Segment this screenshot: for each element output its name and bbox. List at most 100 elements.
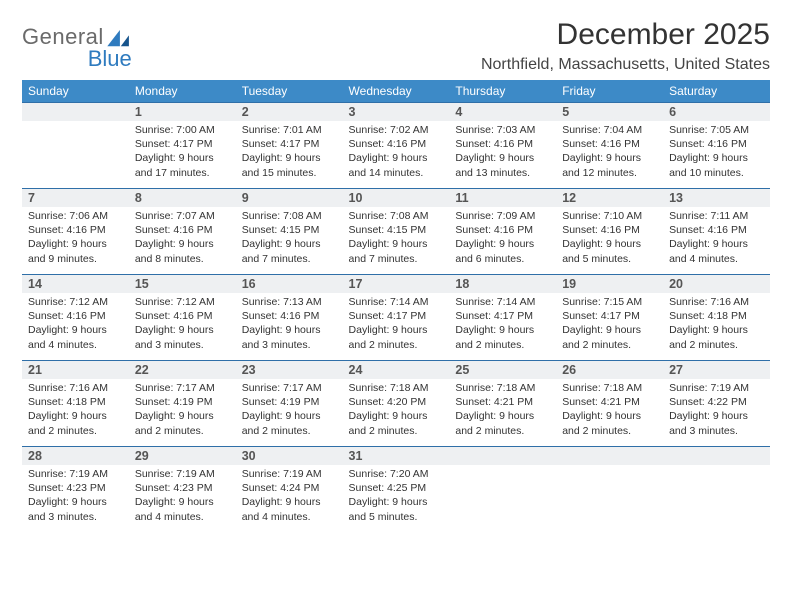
calendar-page: GeneralBlue December 2025 Northfield, Ma… <box>0 0 792 612</box>
location-text: Northfield, Massachusetts, United States <box>481 56 770 74</box>
day-details: Sunrise: 7:11 AMSunset: 4:16 PMDaylight:… <box>663 207 770 270</box>
day-details: Sunrise: 7:07 AMSunset: 4:16 PMDaylight:… <box>129 207 236 270</box>
calendar-day-cell: 12Sunrise: 7:10 AMSunset: 4:16 PMDayligh… <box>556 188 663 274</box>
daylight-text: Daylight: 9 hours and 2 minutes. <box>669 323 764 351</box>
day-number: 10 <box>343 188 450 207</box>
daylight-text: Daylight: 9 hours and 3 minutes. <box>242 323 337 351</box>
calendar-week-row: 14Sunrise: 7:12 AMSunset: 4:16 PMDayligh… <box>22 274 770 360</box>
sunset-text: Sunset: 4:16 PM <box>28 309 123 323</box>
sunrise-text: Sunrise: 7:01 AM <box>242 123 337 137</box>
calendar-day-cell: 24Sunrise: 7:18 AMSunset: 4:20 PMDayligh… <box>343 360 450 446</box>
sunset-text: Sunset: 4:18 PM <box>669 309 764 323</box>
sunset-text: Sunset: 4:17 PM <box>242 137 337 151</box>
sunrise-text: Sunrise: 7:19 AM <box>135 467 230 481</box>
calendar-table: Sunday Monday Tuesday Wednesday Thursday… <box>22 80 770 532</box>
sunset-text: Sunset: 4:16 PM <box>669 223 764 237</box>
calendar-day-cell: 2Sunrise: 7:01 AMSunset: 4:17 PMDaylight… <box>236 102 343 188</box>
sunrise-text: Sunrise: 7:00 AM <box>135 123 230 137</box>
sunset-text: Sunset: 4:18 PM <box>28 395 123 409</box>
sunset-text: Sunset: 4:15 PM <box>349 223 444 237</box>
sunset-text: Sunset: 4:23 PM <box>28 481 123 495</box>
day-number: 1 <box>129 102 236 121</box>
sunrise-text: Sunrise: 7:18 AM <box>455 381 550 395</box>
day-number: 6 <box>663 102 770 121</box>
day-details: Sunrise: 7:10 AMSunset: 4:16 PMDaylight:… <box>556 207 663 270</box>
day-details: Sunrise: 7:15 AMSunset: 4:17 PMDaylight:… <box>556 293 663 356</box>
daylight-text: Daylight: 9 hours and 2 minutes. <box>455 409 550 437</box>
calendar-day-cell: 19Sunrise: 7:15 AMSunset: 4:17 PMDayligh… <box>556 274 663 360</box>
day-number: 27 <box>663 360 770 379</box>
day-details: Sunrise: 7:08 AMSunset: 4:15 PMDaylight:… <box>343 207 450 270</box>
day-number: 13 <box>663 188 770 207</box>
page-header: GeneralBlue December 2025 Northfield, Ma… <box>22 18 770 74</box>
day-details: Sunrise: 7:04 AMSunset: 4:16 PMDaylight:… <box>556 121 663 184</box>
calendar-day-cell: 8Sunrise: 7:07 AMSunset: 4:16 PMDaylight… <box>129 188 236 274</box>
calendar-week-row: 1Sunrise: 7:00 AMSunset: 4:17 PMDaylight… <box>22 102 770 188</box>
sunset-text: Sunset: 4:16 PM <box>28 223 123 237</box>
calendar-day-cell: 11Sunrise: 7:09 AMSunset: 4:16 PMDayligh… <box>449 188 556 274</box>
page-title: December 2025 <box>481 18 770 52</box>
daylight-text: Daylight: 9 hours and 4 minutes. <box>242 495 337 523</box>
sunset-text: Sunset: 4:17 PM <box>455 309 550 323</box>
sunrise-text: Sunrise: 7:18 AM <box>562 381 657 395</box>
calendar-day-cell <box>22 102 129 188</box>
daylight-text: Daylight: 9 hours and 3 minutes. <box>28 495 123 523</box>
sunrise-text: Sunrise: 7:03 AM <box>455 123 550 137</box>
sunrise-text: Sunrise: 7:11 AM <box>669 209 764 223</box>
sunrise-text: Sunrise: 7:12 AM <box>135 295 230 309</box>
sunset-text: Sunset: 4:16 PM <box>242 309 337 323</box>
day-details: Sunrise: 7:17 AMSunset: 4:19 PMDaylight:… <box>129 379 236 442</box>
sunset-text: Sunset: 4:21 PM <box>562 395 657 409</box>
calendar-body: 1Sunrise: 7:00 AMSunset: 4:17 PMDaylight… <box>22 102 770 532</box>
daylight-text: Daylight: 9 hours and 2 minutes. <box>242 409 337 437</box>
day-number: 31 <box>343 446 450 465</box>
sunset-text: Sunset: 4:16 PM <box>135 223 230 237</box>
calendar-day-cell: 30Sunrise: 7:19 AMSunset: 4:24 PMDayligh… <box>236 446 343 532</box>
day-number <box>449 446 556 465</box>
sunrise-text: Sunrise: 7:06 AM <box>28 209 123 223</box>
sunset-text: Sunset: 4:17 PM <box>349 309 444 323</box>
sunrise-text: Sunrise: 7:20 AM <box>349 467 444 481</box>
calendar-day-cell: 28Sunrise: 7:19 AMSunset: 4:23 PMDayligh… <box>22 446 129 532</box>
day-details: Sunrise: 7:18 AMSunset: 4:21 PMDaylight:… <box>556 379 663 442</box>
calendar-day-cell: 4Sunrise: 7:03 AMSunset: 4:16 PMDaylight… <box>449 102 556 188</box>
day-details: Sunrise: 7:14 AMSunset: 4:17 PMDaylight:… <box>449 293 556 356</box>
daylight-text: Daylight: 9 hours and 3 minutes. <box>135 323 230 351</box>
day-number: 21 <box>22 360 129 379</box>
day-details: Sunrise: 7:16 AMSunset: 4:18 PMDaylight:… <box>663 293 770 356</box>
calendar-day-cell: 31Sunrise: 7:20 AMSunset: 4:25 PMDayligh… <box>343 446 450 532</box>
daylight-text: Daylight: 9 hours and 9 minutes. <box>28 237 123 265</box>
daylight-text: Daylight: 9 hours and 2 minutes. <box>28 409 123 437</box>
calendar-day-cell <box>663 446 770 532</box>
sunrise-text: Sunrise: 7:14 AM <box>349 295 444 309</box>
calendar-day-cell: 9Sunrise: 7:08 AMSunset: 4:15 PMDaylight… <box>236 188 343 274</box>
weekday-header: Sunday <box>22 80 129 102</box>
day-number: 12 <box>556 188 663 207</box>
day-number: 23 <box>236 360 343 379</box>
sunrise-text: Sunrise: 7:10 AM <box>562 209 657 223</box>
calendar-day-cell: 29Sunrise: 7:19 AMSunset: 4:23 PMDayligh… <box>129 446 236 532</box>
calendar-day-cell: 14Sunrise: 7:12 AMSunset: 4:16 PMDayligh… <box>22 274 129 360</box>
day-number: 3 <box>343 102 450 121</box>
sunset-text: Sunset: 4:21 PM <box>455 395 550 409</box>
day-details: Sunrise: 7:20 AMSunset: 4:25 PMDaylight:… <box>343 465 450 528</box>
calendar-day-cell: 20Sunrise: 7:16 AMSunset: 4:18 PMDayligh… <box>663 274 770 360</box>
day-number: 17 <box>343 274 450 293</box>
sunset-text: Sunset: 4:25 PM <box>349 481 444 495</box>
day-number: 2 <box>236 102 343 121</box>
daylight-text: Daylight: 9 hours and 12 minutes. <box>562 151 657 179</box>
sunrise-text: Sunrise: 7:19 AM <box>28 467 123 481</box>
sunrise-text: Sunrise: 7:17 AM <box>242 381 337 395</box>
day-details: Sunrise: 7:19 AMSunset: 4:24 PMDaylight:… <box>236 465 343 528</box>
calendar-day-cell: 15Sunrise: 7:12 AMSunset: 4:16 PMDayligh… <box>129 274 236 360</box>
day-details: Sunrise: 7:05 AMSunset: 4:16 PMDaylight:… <box>663 121 770 184</box>
sunset-text: Sunset: 4:16 PM <box>135 309 230 323</box>
sunrise-text: Sunrise: 7:08 AM <box>349 209 444 223</box>
day-number: 5 <box>556 102 663 121</box>
day-number: 14 <box>22 274 129 293</box>
daylight-text: Daylight: 9 hours and 3 minutes. <box>669 409 764 437</box>
day-details: Sunrise: 7:00 AMSunset: 4:17 PMDaylight:… <box>129 121 236 184</box>
sunset-text: Sunset: 4:19 PM <box>135 395 230 409</box>
daylight-text: Daylight: 9 hours and 2 minutes. <box>455 323 550 351</box>
daylight-text: Daylight: 9 hours and 8 minutes. <box>135 237 230 265</box>
